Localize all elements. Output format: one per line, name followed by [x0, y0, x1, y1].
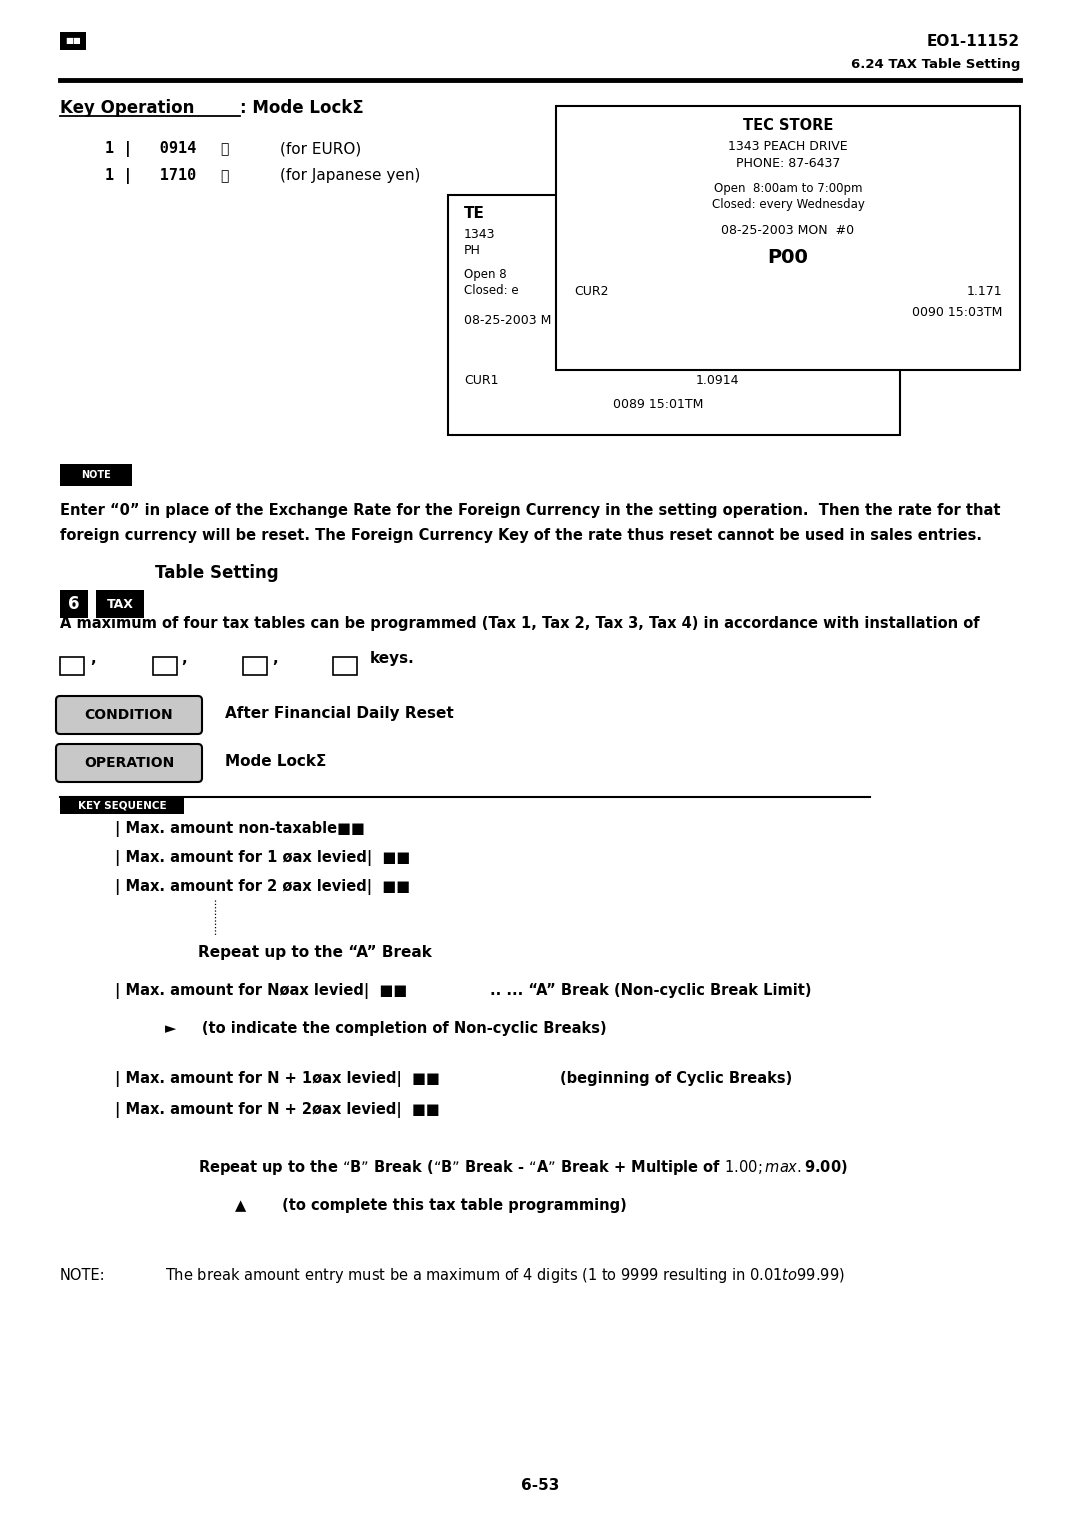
FancyBboxPatch shape: [56, 744, 202, 782]
Text: TAX: TAX: [107, 597, 134, 611]
Text: 0090 15:03TM: 0090 15:03TM: [912, 306, 1002, 319]
Text: CONDITION: CONDITION: [84, 707, 173, 723]
Text: Closed: e: Closed: e: [464, 284, 518, 296]
Text: CUR2: CUR2: [573, 286, 608, 298]
Text: (for EURO): (for EURO): [280, 141, 361, 156]
Text: Mode LockΣ: Mode LockΣ: [225, 753, 326, 769]
FancyBboxPatch shape: [556, 105, 1020, 370]
Text: Ⓡ: Ⓡ: [220, 170, 228, 183]
Text: keys.: keys.: [370, 651, 415, 666]
Text: NOTE:: NOTE:: [60, 1268, 106, 1284]
Text: Repeat up to the “B” Break (“B” Break - “A” Break + Multiple of $1.00; max. $9.0: Repeat up to the “B” Break (“B” Break - …: [198, 1158, 848, 1177]
Text: Repeat up to the “A” Break: Repeat up to the “A” Break: [198, 944, 432, 960]
Text: Table Setting: Table Setting: [156, 564, 279, 582]
FancyBboxPatch shape: [60, 32, 86, 50]
Text: Open 8: Open 8: [464, 267, 507, 281]
Text: Enter “0” in place of the Exchange Rate for the Foreign Currency in the setting : Enter “0” in place of the Exchange Rate …: [60, 503, 1000, 518]
Text: TE: TE: [464, 206, 485, 222]
FancyBboxPatch shape: [448, 196, 900, 435]
Text: ▲       (to complete this tax table programming): ▲ (to complete this tax table programmin…: [235, 1198, 626, 1213]
Text: After Financial Daily Reset: After Financial Daily Reset: [225, 706, 454, 721]
FancyBboxPatch shape: [60, 796, 184, 814]
Text: | Max. amount for N + 2øax levied|  ■■: | Max. amount for N + 2øax levied| ■■: [114, 1102, 440, 1118]
Text: Key Operation: Key Operation: [60, 99, 194, 118]
Text: PH: PH: [464, 244, 481, 257]
FancyBboxPatch shape: [60, 657, 84, 675]
Text: | Max. amount for 2 øax levied|  ■■: | Max. amount for 2 øax levied| ■■: [114, 879, 410, 895]
FancyBboxPatch shape: [243, 657, 267, 675]
Text: ►     (to indicate the completion of Non-cyclic Breaks): ► (to indicate the completion of Non-cyc…: [165, 1021, 607, 1036]
FancyBboxPatch shape: [333, 657, 357, 675]
Text: 08-25-2003 MON  #0: 08-25-2003 MON #0: [721, 225, 854, 237]
Text: ,: ,: [181, 651, 187, 666]
Text: Ⓡ: Ⓡ: [220, 142, 228, 156]
Text: P00: P00: [768, 248, 809, 267]
Text: 6-53: 6-53: [521, 1478, 559, 1493]
Text: (beginning of Cyclic Breaks): (beginning of Cyclic Breaks): [561, 1071, 793, 1086]
Text: 0089 15:01TM: 0089 15:01TM: [613, 397, 703, 411]
Text: 1343: 1343: [464, 228, 496, 241]
Text: 1.0914: 1.0914: [696, 374, 740, 387]
Text: | Max. amount for 1 øax levied|  ■■: | Max. amount for 1 øax levied| ■■: [114, 850, 410, 866]
Text: EO1-11152: EO1-11152: [927, 34, 1020, 49]
Text: A maximum of four tax tables can be programmed (Tax 1, Tax 2, Tax 3, Tax 4) in a: A maximum of four tax tables can be prog…: [60, 616, 980, 631]
FancyBboxPatch shape: [60, 465, 132, 486]
FancyBboxPatch shape: [153, 657, 177, 675]
Text: 6: 6: [68, 594, 80, 613]
Text: | Max. amount for Nøax levied|  ■■: | Max. amount for Nøax levied| ■■: [114, 983, 407, 999]
Text: 1.171: 1.171: [967, 286, 1002, 298]
Text: 1 |   0914: 1 | 0914: [105, 141, 197, 157]
Text: .. ... “A” Break (Non-cyclic Break Limit): .. ... “A” Break (Non-cyclic Break Limit…: [490, 983, 811, 998]
Text: (for Japanese yen): (for Japanese yen): [280, 168, 420, 183]
Text: Open  8:00am to 7:00pm: Open 8:00am to 7:00pm: [714, 182, 862, 196]
Text: PHONE: 87-6437: PHONE: 87-6437: [735, 157, 840, 170]
Text: 1 |   1710: 1 | 1710: [105, 168, 197, 183]
Text: foreign currency will be reset. The Foreign Currency Key of the rate thus reset : foreign currency will be reset. The Fore…: [60, 529, 982, 542]
Text: 1343 PEACH DRIVE: 1343 PEACH DRIVE: [728, 141, 848, 153]
Text: ,: ,: [272, 651, 278, 666]
Text: ■■: ■■: [65, 37, 81, 46]
Text: NOTE: NOTE: [81, 471, 111, 480]
FancyBboxPatch shape: [96, 590, 144, 617]
Text: : Mode LockΣ: : Mode LockΣ: [240, 99, 364, 118]
Text: 6.24 TAX Table Setting: 6.24 TAX Table Setting: [851, 58, 1020, 70]
FancyBboxPatch shape: [56, 695, 202, 733]
Text: TEC STORE: TEC STORE: [743, 118, 833, 133]
Text: OPERATION: OPERATION: [84, 756, 174, 770]
Text: 08-25-2003 M: 08-25-2003 M: [464, 313, 552, 327]
Text: ,: ,: [90, 651, 96, 666]
Text: | Max. amount for N + 1øax levied|  ■■: | Max. amount for N + 1øax levied| ■■: [114, 1071, 440, 1086]
Text: Closed: every Wednesday: Closed: every Wednesday: [712, 199, 864, 211]
Text: | Max. amount non-taxable■■: | Max. amount non-taxable■■: [114, 821, 365, 837]
FancyBboxPatch shape: [60, 590, 87, 617]
Text: The break amount entry must be a maximum of 4 digits (1 to 9999 resulting in $0.: The break amount entry must be a maximum…: [165, 1267, 845, 1285]
Text: KEY SEQUENCE: KEY SEQUENCE: [78, 801, 166, 810]
Text: CUR1: CUR1: [464, 374, 499, 387]
